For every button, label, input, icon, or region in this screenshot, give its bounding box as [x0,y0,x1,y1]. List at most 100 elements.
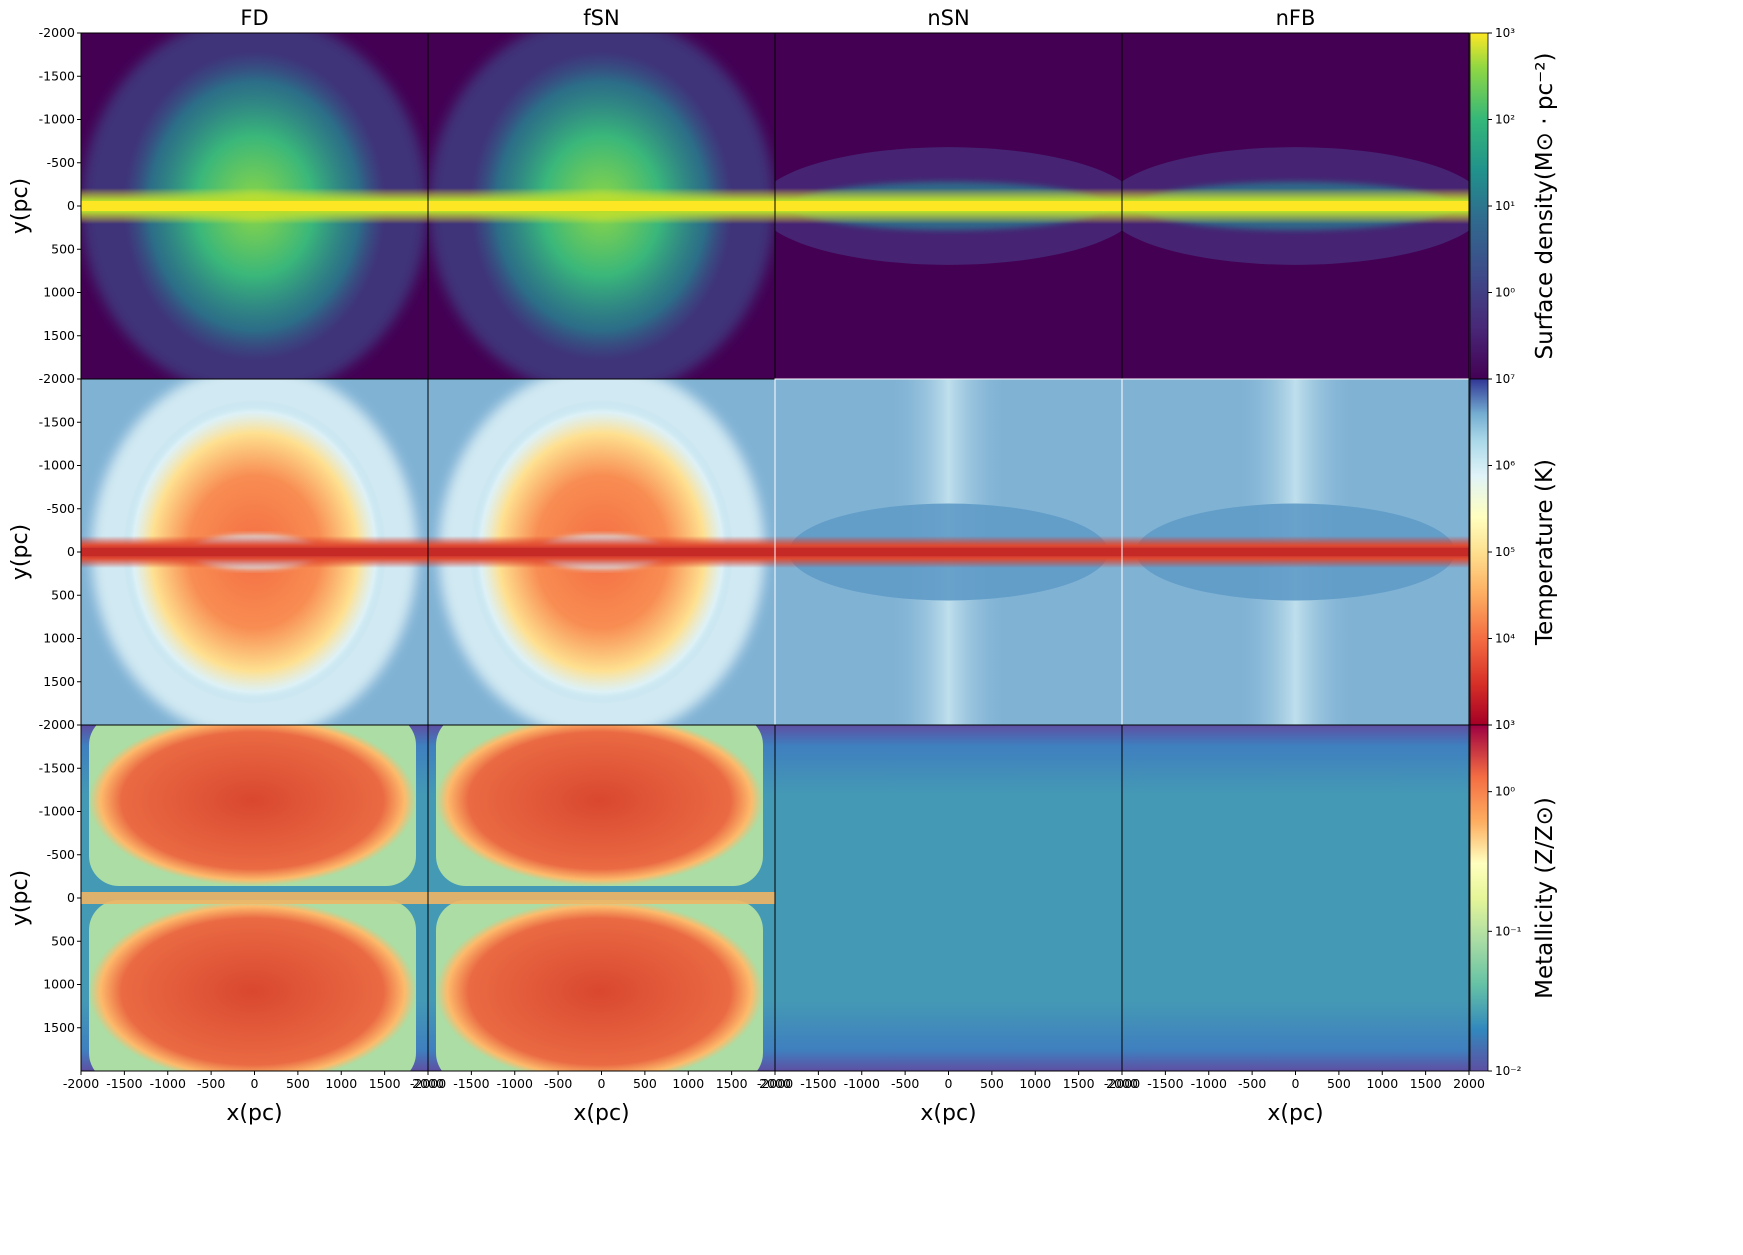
panel-temperature-fsn [427,378,776,726]
xlabel: x(pc) [573,1101,629,1126]
colorbar-tick-label: 10⁻¹ [1495,924,1522,938]
xtick-label: 0 [945,1076,953,1091]
colorbar-surface-density: 10⁰ 10¹ 10² 10³ Surface density(M⊙ · pc⁻²) [1469,26,1558,380]
colorbar-tick-label: 10⁻² [1495,1064,1522,1078]
xtick-label: -500 [197,1076,225,1091]
ylabel: y(pc) [8,524,33,580]
xtick-label: -500 [1238,1076,1266,1091]
xtick-label: 500 [286,1076,310,1091]
xtick-label: 2000 [412,1076,444,1091]
xtick-label: 500 [1327,1076,1351,1091]
panel-temperature-nfb [1121,378,1470,726]
ytick-label: 1000 [43,977,75,992]
ytick-label: 1000 [43,285,75,300]
colorbar-tick-label: 10⁶ [1495,459,1515,473]
colorbar-label: Metallicity (Z/Z⊙) [1532,797,1558,999]
xtick-label: -2000 [410,1076,446,1091]
ytick-label: 0 [67,198,75,213]
xlabel: x(pc) [920,1101,976,1126]
xtick-label: -1000 [150,1076,186,1091]
ytick-label: 1500 [43,328,75,343]
xtick-label: 1000 [1019,1076,1051,1091]
colorbar-temperature: 10³ 10⁴ 10⁵ 10⁶ 10⁷ Temperature (K) [1469,372,1558,732]
ytick-label: -1500 [39,760,75,775]
xtick-label: 1500 [1410,1076,1442,1091]
xtick-label: -1500 [1147,1076,1183,1091]
xtick-label: 1500 [716,1076,748,1091]
colorbar-tick-label: 10³ [1495,26,1515,40]
column-title-nfb: nFB [1276,6,1316,30]
ytick-label: 1500 [43,1020,75,1035]
colorbar-tick-label: 10⁷ [1495,372,1515,386]
ytick-label: 500 [51,933,75,948]
xtick-label: -1500 [106,1076,142,1091]
ytick-label: -1500 [39,68,75,83]
ytick-label: -2000 [39,371,75,386]
xtick-label: 500 [633,1076,657,1091]
panel-surface-density-nsn [774,32,1123,380]
xtick-label: -2000 [1104,1076,1140,1091]
xlabel: x(pc) [226,1101,282,1126]
colorbar-tick-label: 10¹ [1495,199,1515,213]
column-title-fd: FD [240,6,268,30]
panel-surface-density-fd [80,32,429,380]
ytick-label: -1000 [39,804,75,819]
colorbar-tick-label: 10⁰ [1495,286,1515,300]
xlabel: x(pc) [1267,1101,1323,1126]
xtick-label: 500 [980,1076,1004,1091]
panel-temperature-nsn [774,378,1123,726]
ytick-label: -1000 [39,458,75,473]
ytick-label: 500 [51,587,75,602]
xtick-label: -1000 [497,1076,533,1091]
column-title-fsn: fSN [583,6,619,30]
xtick-label: -500 [891,1076,919,1091]
ytick-label: -500 [47,155,75,170]
ytick-label: -500 [47,501,75,516]
xtick-label: -1000 [1191,1076,1227,1091]
ytick-label: -1000 [39,112,75,127]
ylabel: y(pc) [8,870,33,926]
colorbar-tick-label: 10³ [1495,718,1515,732]
colorbar-tick-label: 10⁵ [1495,545,1515,559]
colorbar-tick-label: 10⁰ [1495,785,1515,799]
xtick-label: 0 [598,1076,606,1091]
xtick-label: 2000 [759,1076,791,1091]
panel-metallicity-nsn [774,724,1123,1072]
panel-temperature-fd [80,378,429,726]
xtick-label: -1500 [453,1076,489,1091]
colorbar-tick-label: 10² [1495,113,1515,127]
xtick-label: 1000 [325,1076,357,1091]
ytick-label: 1000 [43,631,75,646]
panel-metallicity-fsn [427,724,776,1072]
xtick-label: -2000 [757,1076,793,1091]
xtick-label: 2000 [1106,1076,1138,1091]
colorbar-tick-label: 10⁴ [1495,632,1515,646]
column-title-nsn: nSN [927,6,969,30]
colorbar-label: Surface density(M⊙ · pc⁻²) [1532,53,1558,360]
panel-surface-density-fsn [427,32,776,380]
ytick-label: 500 [51,241,75,256]
colorbar-metallicity: 10⁻² 10⁻¹ 10⁰ Metallicity (Z/Z⊙) [1469,724,1558,1078]
xtick-label: -1500 [800,1076,836,1091]
ytick-label: 0 [67,544,75,559]
panel-metallicity-fd [80,724,429,1072]
xtick-label: 1500 [1063,1076,1095,1091]
panel-surface-density-nfb [1121,32,1470,380]
ytick-label: -2000 [39,717,75,732]
xtick-label: -2000 [63,1076,99,1091]
xtick-label: 1000 [672,1076,704,1091]
xtick-label: -1000 [844,1076,880,1091]
xtick-label: 2000 [1453,1076,1485,1091]
xtick-label: 1000 [1366,1076,1398,1091]
ytick-label: -1500 [39,414,75,429]
ytick-label: -2000 [39,25,75,40]
xtick-label: 0 [251,1076,259,1091]
ytick-label: -500 [47,847,75,862]
xtick-label: 0 [1292,1076,1300,1091]
ytick-label: 1500 [43,674,75,689]
xtick-label: 1500 [369,1076,401,1091]
panel-metallicity-nfb [1121,724,1470,1072]
ytick-label: 0 [67,890,75,905]
colorbar-label: Temperature (K) [1532,459,1558,646]
